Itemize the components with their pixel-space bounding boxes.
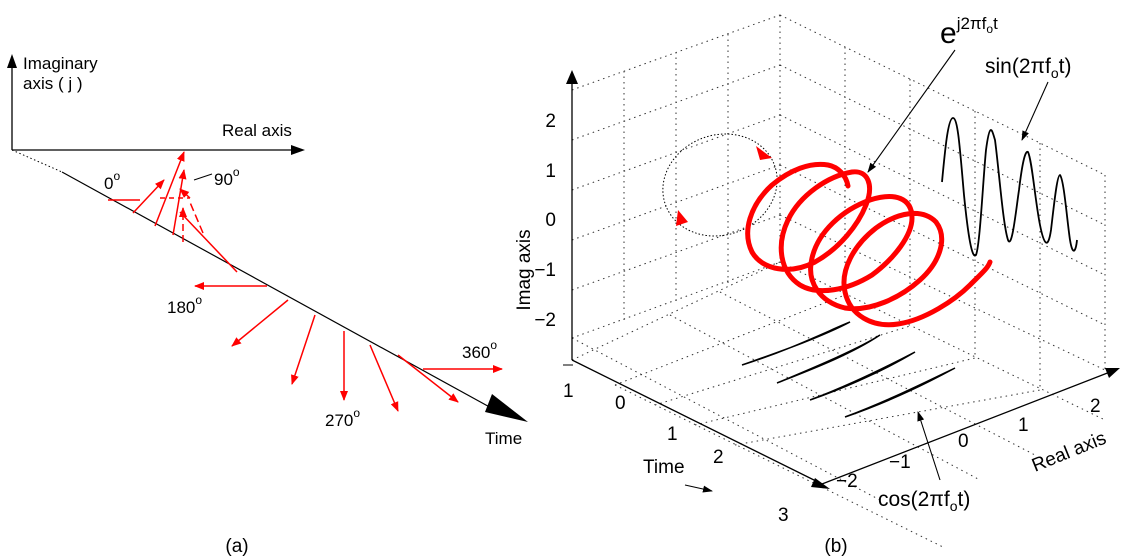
- phasor-8: [179, 211, 238, 273]
- exp-label: ej2πfot: [940, 14, 998, 50]
- angle-label-180: 180o: [167, 293, 202, 317]
- projected-circle: [662, 133, 778, 237]
- time-ticks: 1 0 1 2 3: [563, 381, 789, 526]
- real-axis-label: Real axis: [222, 121, 292, 140]
- z-tick-1: 1: [545, 161, 556, 182]
- time-axis-label-b: Time: [643, 457, 685, 478]
- imaginary-axis-label-line1: Imaginary: [23, 54, 98, 73]
- circle-arrow-bottom-icon: [676, 210, 688, 226]
- z-axis-label: Imag axis: [514, 229, 535, 310]
- cos-label: cos(2πfot): [878, 488, 970, 514]
- sin-label-arrow: [1021, 81, 1049, 141]
- time-axis-b-arrowhead-icon: [811, 478, 830, 489]
- time-axis-dotted: [11, 149, 63, 173]
- panel-b: 2 1 0 −1 −2 1 0 1 2 3 −2 −1 0 1 2 Imag a…: [514, 14, 1120, 557]
- phasor-2: [154, 151, 185, 227]
- time-label-arrow: [684, 484, 713, 493]
- real-axis-label-b: Real axis: [1029, 428, 1109, 477]
- complex-exponential-helix: [745, 161, 993, 328]
- phasor-6: [179, 188, 191, 199]
- time-tick-c: 1: [667, 424, 678, 445]
- imaginary-axis-label-line2: axis ( j ): [23, 74, 83, 93]
- time-axis: [61, 171, 496, 411]
- real-axis-b-arrowhead-icon: [1105, 368, 1120, 378]
- time-axis-label: Time: [485, 429, 522, 448]
- caption-b: (b): [824, 536, 847, 557]
- phasor-3: [172, 169, 187, 236]
- panel-a: Imaginary axis ( j ) Real axis Time 0o: [7, 54, 528, 557]
- time-tick-e: 3: [778, 505, 789, 526]
- real-tick-0: 0: [958, 431, 969, 452]
- real-axis-b: [821, 371, 1111, 485]
- angle-label-360: 360o: [462, 338, 497, 362]
- time-tick-a: 1: [563, 381, 574, 402]
- phasor-14: [397, 354, 459, 403]
- z-axis-arrowhead-icon: [566, 70, 578, 84]
- real-ticks: −2 −1 0 1 2: [836, 396, 1101, 492]
- imaginary-axis-arrowhead-icon: [7, 54, 17, 68]
- cosine-curve: [741, 321, 956, 418]
- phasor-7: [188, 199, 204, 234]
- phasor-1: [132, 179, 165, 214]
- z-tick-2: 2: [545, 111, 556, 132]
- grid-back-wall: [571, 14, 781, 339]
- angle-label-270: 270o: [325, 406, 360, 430]
- time-tick-d: 2: [713, 447, 724, 468]
- angle-label-90: 90o: [214, 165, 240, 189]
- real-tick-m2: −2: [836, 471, 858, 492]
- cos-label-arrow: [917, 411, 941, 481]
- circle-arrow-top-icon: [756, 146, 772, 160]
- phasor-10: [231, 299, 289, 347]
- caption-a: (a): [225, 536, 248, 557]
- z-tick-m1: −1: [534, 260, 556, 281]
- z-tick-0: 0: [545, 210, 556, 231]
- z-tick-m2: −2: [534, 310, 556, 331]
- angle-label-0: 0o: [104, 169, 120, 193]
- exp-label-arrow: [867, 49, 956, 173]
- z-ticks: 2 1 0 −1 −2: [534, 111, 573, 366]
- phasor-11: [291, 314, 316, 385]
- time-axis-arrowhead-icon: [485, 394, 528, 422]
- sin-label: sin(2πfot): [985, 55, 1071, 81]
- phasor-13: [369, 344, 399, 412]
- time-axis-b: [571, 359, 823, 485]
- real-tick-2: 2: [1090, 396, 1101, 417]
- real-axis-arrowhead-icon: [291, 145, 305, 155]
- time-tick-b: 0: [615, 393, 626, 414]
- sine-curve: [941, 117, 1078, 257]
- phasor-group: [108, 151, 503, 412]
- real-tick-1: 1: [1018, 415, 1029, 436]
- angle-90-leader: [193, 173, 213, 181]
- real-tick-m1: −1: [889, 452, 911, 473]
